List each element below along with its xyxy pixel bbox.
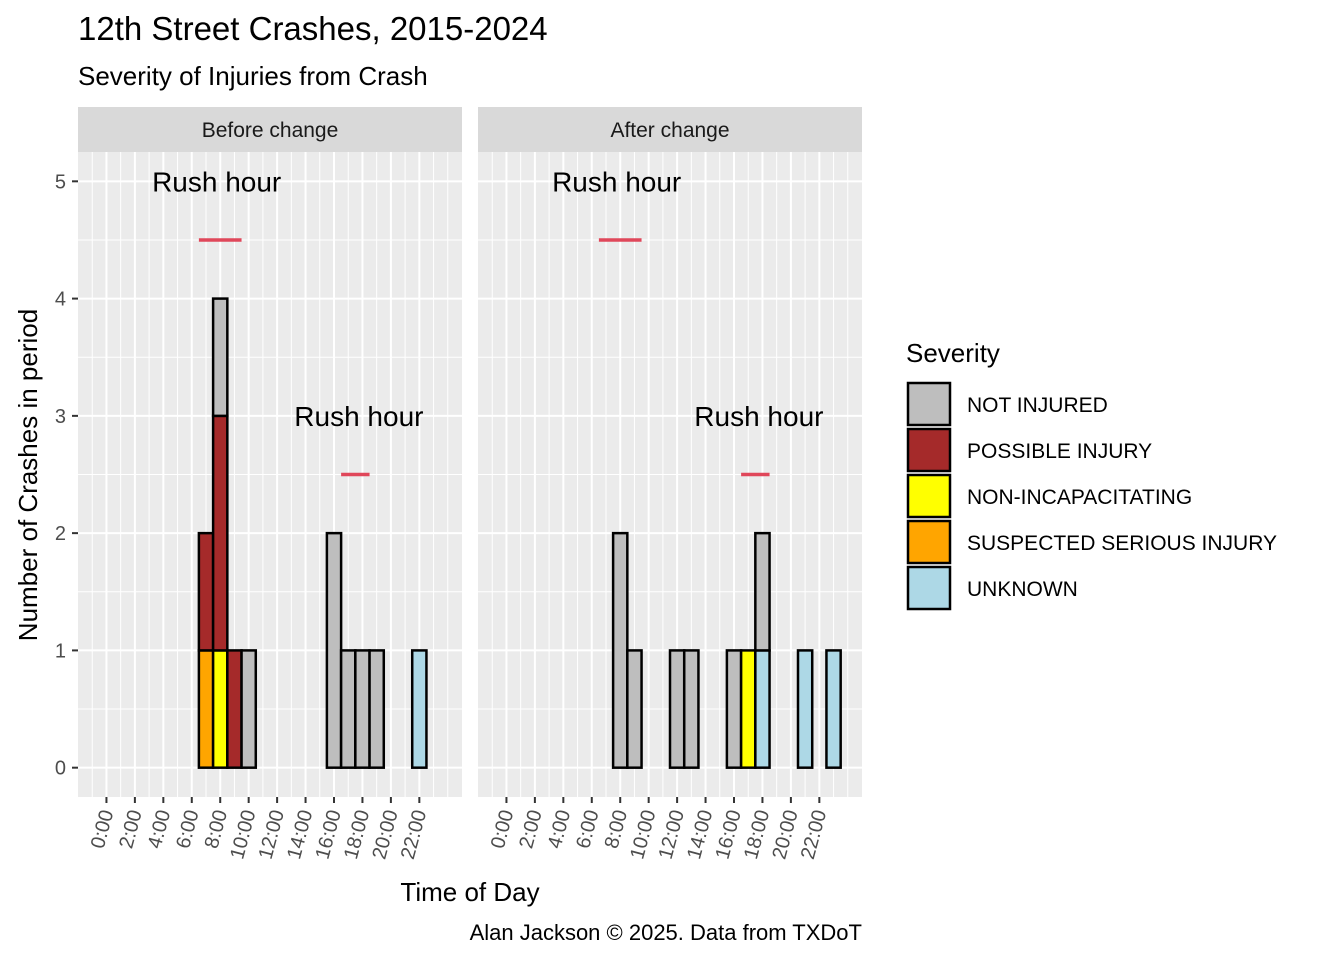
chart-title: 12th Street Crashes, 2015-2024: [78, 10, 548, 47]
bar-segment: [682, 649, 700, 769]
legend-label: NON-INCAPACITATING: [967, 486, 1192, 509]
bar-segment: [739, 649, 757, 769]
bar-segment: [211, 414, 229, 652]
x-tick-label: 0:00: [87, 808, 118, 851]
x-axis-title: Time of Day: [400, 877, 539, 907]
bar-segment: [410, 649, 428, 769]
legend-key: [906, 381, 952, 427]
chart-subtitle: Severity of Injuries from Crash: [78, 61, 428, 91]
plot-area: 0 1 2 3 4 5 Before change Rush hour Rush hour 0:0…: [55, 107, 862, 862]
bar-segment: [725, 649, 743, 769]
y-tick-label: 1: [55, 640, 66, 662]
legend-key: [906, 565, 952, 611]
y-tick-label: 2: [55, 523, 66, 545]
y-axis-title: Number of Crashes in period: [13, 309, 43, 641]
bar-segment: [626, 649, 643, 769]
bar-segment: [339, 649, 357, 769]
bar-segment: [211, 297, 229, 418]
x-tick-label: 2:00: [115, 808, 146, 851]
bar-segment: [368, 649, 386, 769]
x-tick-label: 0:00: [487, 808, 518, 851]
facet-strip-label: Before change: [202, 119, 339, 142]
legend-key: [906, 427, 952, 473]
x-tick-label: 4:00: [144, 808, 175, 851]
bar-segment: [754, 649, 771, 769]
bar-segment: [354, 649, 371, 769]
bar-segment: [197, 531, 215, 652]
y-tick-label: 3: [55, 406, 66, 428]
legend-key: [906, 473, 952, 519]
legend: NOT INJURED POSSIBLE INJURY NON-INCAPACITA…: [906, 381, 1277, 611]
x-tick-label: 8:00: [601, 808, 632, 851]
rush-hour-label: Rush hour: [694, 401, 823, 432]
x-tick-label: 6:00: [572, 808, 603, 851]
facet-strip: [78, 107, 462, 152]
bar-segment: [796, 649, 814, 769]
y-tick-label: 0: [55, 758, 66, 780]
facet-panel-2: After change Rush hour Rush hour 0:002:004:…: [478, 107, 862, 862]
rush-hour-label: Rush hour: [152, 166, 281, 197]
chart-caption: Alan Jackson © 2025. Data from TXDoT: [470, 920, 862, 945]
bar-segment: [825, 649, 842, 769]
bar-segment: [611, 531, 629, 769]
legend-label: NOT INJURED: [967, 394, 1108, 417]
legend-label: SUSPECTED SERIOUS INJURY: [967, 532, 1277, 555]
legend-label: UNKNOWN: [967, 578, 1078, 601]
bar-segment: [226, 649, 243, 769]
x-tick-label: 22:00: [397, 808, 431, 862]
legend-key: [906, 519, 952, 565]
x-tick-label: 2:00: [515, 808, 546, 851]
bar-segment: [668, 649, 686, 769]
rush-hour-label: Rush hour: [294, 401, 423, 432]
bar-segment: [754, 531, 771, 652]
facet-strip-label: After change: [610, 119, 729, 142]
legend-title: Severity: [906, 338, 1000, 368]
y-tick-label: 5: [55, 171, 66, 193]
bar-segment: [325, 531, 343, 769]
facet-strip: [478, 107, 862, 152]
bar-segment: [240, 649, 258, 769]
y-tick-label: 4: [55, 289, 66, 311]
bar-segment: [211, 649, 229, 769]
legend-label: POSSIBLE INJURY: [967, 440, 1152, 463]
facet-panel-1: Before change Rush hour Rush hour 0:002:004…: [78, 107, 462, 862]
x-tick-label: 6:00: [172, 808, 203, 851]
rush-hour-label: Rush hour: [552, 166, 681, 197]
x-tick-label: 22:00: [797, 808, 831, 862]
x-tick-label: 8:00: [201, 808, 232, 851]
bar-segment: [197, 649, 215, 769]
x-tick-label: 4:00: [544, 808, 575, 851]
